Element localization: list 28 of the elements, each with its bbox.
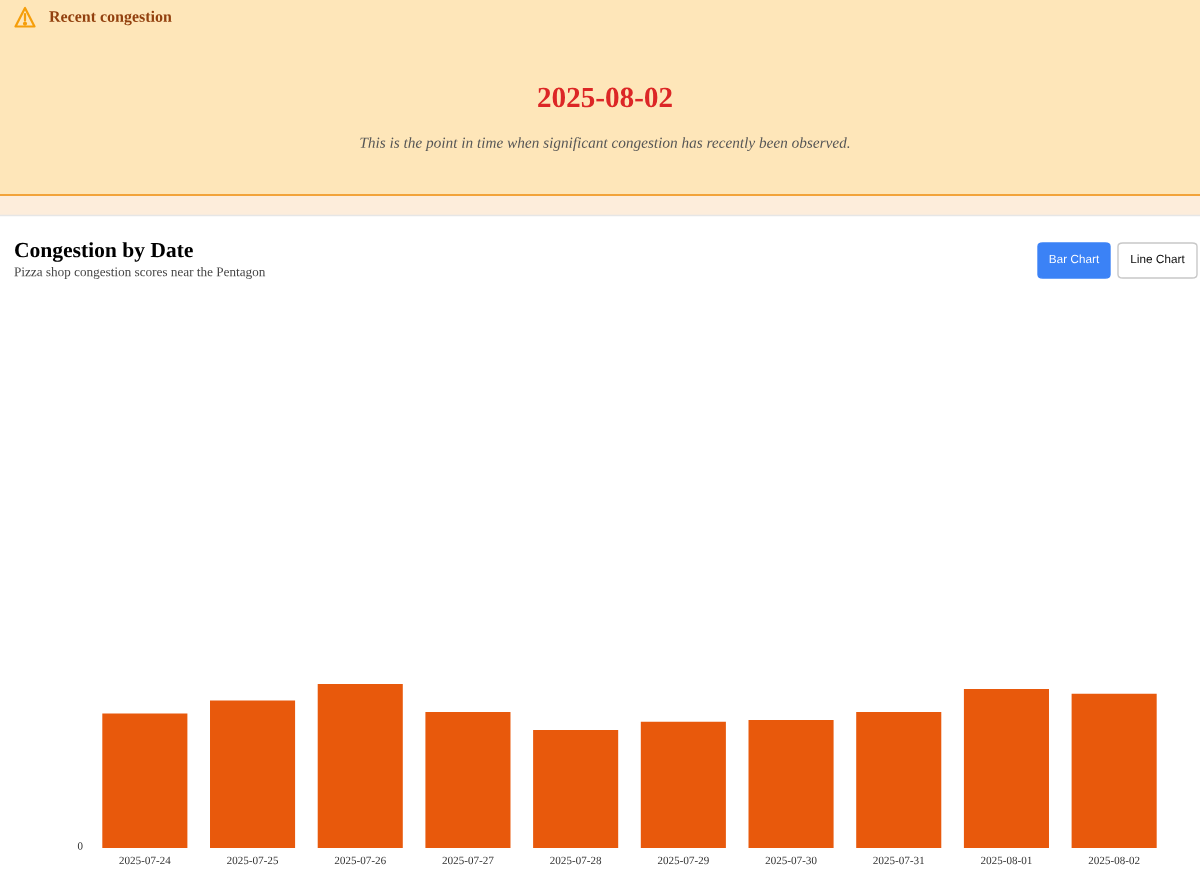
x-tick-label: 2025-07-24 (119, 856, 171, 865)
x-tick-label: 2025-07-26 (334, 856, 386, 865)
text: Line Chart (1131, 254, 1185, 264)
text: This is the point in time when significant congestion has recently been observed. (360, 136, 850, 152)
text: 2025-08-02 (538, 87, 672, 108)
x-tick-label: 2025-07-28 (550, 856, 602, 865)
bar (748, 720, 834, 848)
bar (533, 729, 619, 848)
chart-title: Congestion by Date (15, 242, 193, 262)
x-tick-label: 2025-07-31 (873, 856, 925, 865)
bar (856, 711, 942, 848)
bar (963, 688, 1049, 848)
x-tick-label: 2025-07-27 (442, 856, 494, 865)
x-tick-label: 2025-08-02 (1088, 856, 1140, 865)
bar (317, 684, 403, 848)
x-tick-label: 2025-08-01 (981, 856, 1032, 865)
text: 0 (77, 842, 83, 850)
x-tick-label: 2025-07-29 (657, 856, 709, 865)
bar (210, 700, 296, 848)
x-tick-label: 2025-07-25 (227, 856, 279, 865)
bar (1071, 693, 1157, 848)
x-tick-label: 2025-07-30 (765, 856, 817, 865)
chart-subtitle: Pizza shop congestion scores near the Pentagon (14, 267, 266, 279)
bar (640, 721, 726, 848)
bar (425, 711, 511, 848)
text: Bar Chart (1049, 254, 1100, 264)
bar (102, 713, 188, 848)
text: Recent congestion (49, 10, 172, 26)
